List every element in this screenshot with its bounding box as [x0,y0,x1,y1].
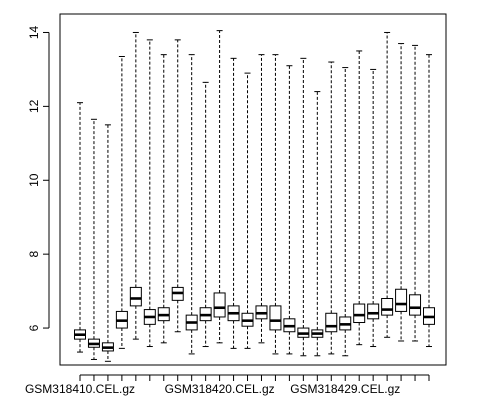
y-tick-label: 10 [27,173,41,187]
x-tick-label: GSM318429.CEL.gz [290,382,400,396]
box-20 [339,67,352,357]
box-25 [409,44,422,342]
box-4 [115,55,128,349]
box-12 [227,57,240,349]
box-10 [199,81,212,348]
y-tick-label: 6 [27,324,41,331]
plot-frame [59,13,447,366]
box-5 [129,31,142,340]
iqr-box [213,292,226,318]
y-tick-label: 14 [27,25,41,39]
box-15 [269,54,282,355]
box-18 [311,91,324,357]
y-tick-label: 12 [27,99,41,113]
y-axis: 6 8 10 12 14 [27,25,50,331]
box-24 [395,43,408,342]
y-tick-label: 8 [27,251,41,258]
box-9 [185,54,198,355]
iqr-box [325,312,338,333]
x-tick-label: GSM318410.CEL.gz [25,382,135,396]
box-22 [367,68,380,348]
box-1 [74,102,86,353]
box-21 [353,50,366,346]
iqr-box [381,297,394,316]
box-3 [101,124,114,362]
iqr-box [269,305,282,331]
iqr-box [395,288,408,312]
box-17 [297,57,310,357]
iqr-box [409,294,422,316]
iqr-box [367,303,380,320]
box-14 [255,54,268,344]
box-11 [213,30,226,344]
box-16 [283,65,296,355]
boxes-group [74,30,435,362]
iqr-box [129,286,142,307]
box-13 [241,72,254,349]
box-6 [143,39,156,348]
x-tick-label: GSM318420.CEL.gz [165,382,275,396]
box-23 [381,31,394,338]
iqr-box [353,303,366,324]
box-19 [325,61,338,355]
box-2 [87,118,100,360]
x-axis: GSM318410.CEL.gz GSM318420.CEL.gz GSM31842… [25,374,430,396]
box-26 [423,54,435,348]
box-7 [157,54,170,344]
box-8 [171,39,184,333]
